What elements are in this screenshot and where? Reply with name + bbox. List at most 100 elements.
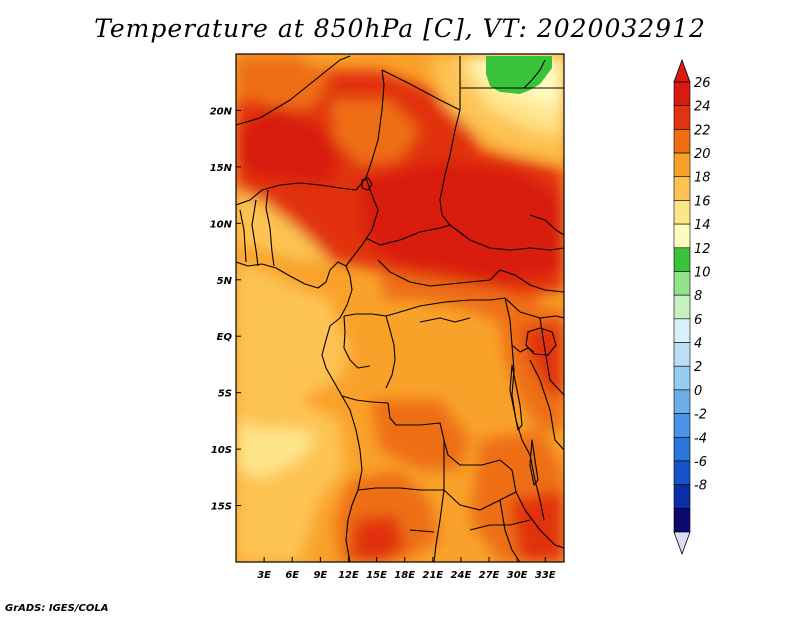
y-tick-label: 5S	[218, 389, 232, 400]
colorbar-label: 10	[694, 265, 711, 280]
colorbar-label: -2	[694, 408, 707, 423]
colorbar-label: 20	[694, 147, 711, 162]
border-nigeria-north	[261, 177, 367, 191]
colorbar-swatch	[673, 436, 691, 462]
field-gulf	[236, 262, 350, 400]
y-tick-label: EQ	[217, 332, 233, 343]
border-congo-drc	[385, 315, 396, 389]
field-light-southwest	[236, 420, 318, 478]
border-namibia-south	[409, 529, 435, 533]
x-tick-label: 30E	[507, 570, 528, 581]
lake-victoria	[525, 327, 557, 356]
border-car-south	[377, 259, 501, 287]
border-namibia-botswana	[433, 489, 445, 562]
colorbar-label: 2	[694, 360, 702, 375]
colorbar-label: 4	[694, 337, 702, 352]
border-angola-namibia	[357, 487, 444, 491]
map-title: Temperature at 850hPa [C], VT: 202003291…	[94, 14, 706, 43]
colorbar-over-triangle	[673, 58, 691, 83]
colorbar-swatch	[673, 484, 691, 509]
colorbar-swatch	[673, 389, 691, 414]
x-tick-label: 15E	[366, 570, 387, 581]
border-chad-car	[365, 224, 451, 246]
border-kenya	[539, 317, 564, 396]
border-zambia-south	[443, 489, 517, 511]
colorbar-label: 12	[694, 242, 711, 257]
field-central-orange	[330, 100, 420, 165]
border-burkina	[236, 189, 263, 206]
colorbar-swatch	[673, 176, 691, 201]
colorbar-label: 14	[694, 218, 711, 233]
border-zimbabwe	[499, 499, 521, 562]
border-libya-chad	[381, 69, 461, 111]
border-nigeria-cameroon	[345, 177, 379, 267]
colorbar-label: 0	[694, 384, 702, 399]
coastline	[236, 261, 363, 562]
colorbar-swatch	[673, 105, 691, 130]
border-tanzania	[529, 359, 564, 451]
colorbar-label: 18	[694, 171, 711, 186]
field-east-hot	[520, 320, 564, 400]
colorbar-swatch	[673, 318, 691, 343]
y-tick-label: 10S	[211, 445, 232, 456]
field-west-african-coast	[236, 190, 330, 262]
y-tick-label: 15N	[210, 163, 233, 174]
colorbar-label: -4	[694, 431, 707, 446]
field-sahara-orange	[236, 56, 330, 110]
colorbar-label: -6	[694, 455, 707, 470]
border-drc-angola-north	[341, 395, 389, 404]
y-tick-label: 15S	[211, 502, 232, 513]
colorbar-swatch	[673, 81, 691, 106]
y-tick-label: 5N	[217, 276, 233, 287]
colorbar-label: 26	[694, 76, 711, 91]
grads-credit: GrADS: IGES/COLA	[5, 603, 109, 614]
x-tick-label: 3E	[257, 570, 271, 581]
border-niger-chad	[365, 69, 385, 179]
y-tick-label: 20N	[210, 106, 233, 117]
y-tick-label: 10N	[210, 219, 233, 230]
x-tick-label: 24E	[451, 570, 472, 581]
x-tick-label: 21E	[422, 570, 443, 581]
border-chad-sudan	[439, 109, 461, 226]
colorbar-swatch	[673, 508, 691, 533]
border-ssudan-east	[499, 269, 564, 293]
colorbar-swatch	[673, 460, 691, 485]
colorbar-swatch	[673, 294, 691, 320]
border-niger-north	[236, 55, 351, 126]
colorbar-swatch	[673, 129, 691, 154]
x-tick-label: 9E	[313, 570, 327, 581]
border-sudan-south	[449, 224, 564, 251]
border-togo	[251, 199, 259, 267]
border-botswana-zim	[469, 519, 531, 531]
lake-chad	[361, 177, 373, 191]
border-malawi	[521, 439, 545, 521]
x-tick-label: 33E	[535, 570, 556, 581]
lake-malawi	[529, 439, 539, 486]
colorbar-under-triangle	[673, 531, 691, 556]
border-benin	[265, 189, 275, 267]
colorbar-swatch	[673, 247, 691, 272]
field-cold-patch	[486, 56, 552, 94]
colorbar-swatch	[673, 152, 691, 178]
x-tick-label: 18E	[394, 570, 415, 581]
colorbar-label: 22	[694, 123, 711, 138]
colorbar-swatch	[673, 200, 691, 225]
colorbar-label: 6	[694, 313, 702, 328]
x-axis: 3E 6E 9E 12E 15E 18E 21E 24E 27E 30E 33E	[257, 557, 556, 581]
border-gabon-congo	[343, 315, 371, 369]
colorbar-swatch	[673, 223, 691, 249]
colorbar-label: 24	[694, 100, 711, 115]
field-angola	[370, 400, 470, 470]
field-west-hot	[236, 110, 340, 185]
river-northeast	[523, 59, 546, 89]
border-drc-angola	[387, 402, 501, 466]
colorbar-label: 8	[694, 289, 702, 304]
boundaries	[236, 55, 564, 562]
border-cameroon-south	[343, 313, 387, 317]
y-axis: 15S 10S 5S EQ 5N 10N 15N 20N	[210, 106, 241, 513]
border-drc-north	[385, 297, 506, 317]
colorbar-label: -8	[694, 479, 707, 494]
border-ghana	[239, 209, 247, 263]
